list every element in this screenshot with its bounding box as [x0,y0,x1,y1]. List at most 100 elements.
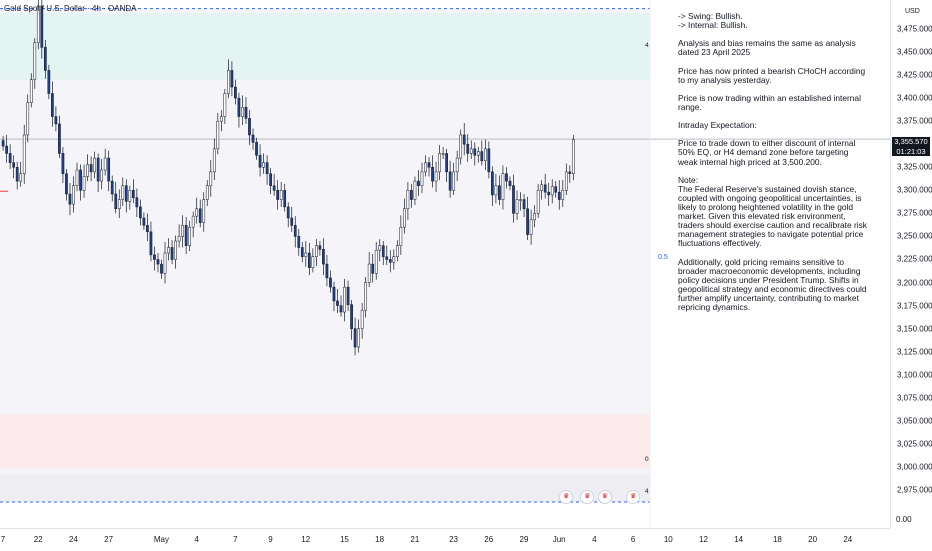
price-tick-label: 3,425.000 [897,70,932,80]
candle-bullish [93,157,96,173]
candle-bullish [167,247,170,254]
price-chart[interactable] [0,0,890,528]
candle-bullish [227,70,230,94]
candle-bullish [188,226,192,246]
chart-area[interactable]: Gold Spot / U.S. Dollar · 4h · OANDA -> … [0,0,890,528]
candle-bullish [262,162,265,168]
lower-zone-label: 4 [645,488,649,495]
time-tick-label: 6 [630,535,636,544]
candle-bullish [100,169,104,182]
candle-bullish [536,190,540,214]
candle-bullish [163,252,167,274]
candle-bearish [139,206,142,219]
price-tick-label: 3,400.000 [897,93,932,103]
analysis-paragraph: Price has now printed a bearish CHoCH ac… [678,65,866,85]
candle-bearish [1,140,5,147]
price-tick-label: 3,225.000 [897,254,932,264]
candle-bearish [445,153,448,173]
candle-bearish [568,171,572,174]
candle-bullish [223,93,227,117]
economic-event-icon[interactable]: ♛ [597,490,612,504]
time-tick-label: 7 [233,535,238,544]
candle-bearish [234,86,237,99]
economic-event-icon[interactable]: ♛ [559,490,574,504]
candle-bullish [469,148,473,154]
candle-bearish [505,173,508,182]
candle-bearish [272,185,276,191]
candle-bullish [529,219,533,235]
candle-bearish [142,217,146,226]
candle-bearish [40,5,44,48]
candle-bearish [557,191,561,200]
candle-bearish [388,259,392,263]
candle-bullish [29,79,33,103]
time-tick-label: 7 [0,535,6,544]
candle-bullish [438,153,441,173]
candle-bearish [491,171,494,196]
candle-bearish [251,134,255,143]
corner-readout: 0.00 [896,515,912,524]
price-axis[interactable]: USD 3,475.000 3,450.000 3,425.000 3,400.000… [890,0,932,528]
candle-bullish [374,250,378,274]
price-tick-label: 3,275.000 [897,208,932,218]
candle-bearish [8,153,12,163]
time-axis[interactable]: 7 22 24 27 May 4 7 9 12 15 18 21 23 26 29 Jun 4 6 10 12 14 18… [0,528,890,551]
price-tick-label: 3,075.000 [897,393,932,403]
candle-bearish [124,185,128,202]
candle-bearish [371,263,375,274]
candle-bearish [146,225,149,233]
time-tick-label: 15 [339,535,349,544]
candle-bullish [403,208,406,228]
candle-bearish [156,259,160,265]
economic-event-icon[interactable]: ♛ [626,490,641,504]
candle-bearish [230,70,234,88]
candle-bullish [452,171,456,191]
demand-zone-label: 0 [645,456,649,463]
candle-bearish [68,193,72,205]
candle-bearish [153,254,156,260]
candle-bullish [343,286,346,313]
price-tick-label: 2,975.000 [897,485,932,495]
candle-bearish [381,245,385,257]
candle-bearish [322,249,325,265]
candle-bearish [15,167,19,182]
analysis-paragraph: -> Swing: Bullish. -> Internal: Bullish. [678,11,748,31]
analysis-paragraph: Analysis and bias remains the same as an… [678,38,856,58]
candle-bullish [117,199,121,210]
candle-bullish [550,186,554,196]
candle-bullish [424,162,427,173]
candle-bullish [216,120,220,150]
analysis-paragraph: Price is now trading within an establish… [678,92,861,112]
candle-bullish [399,226,403,246]
candle-bullish [533,213,536,221]
candle-bullish [202,199,206,223]
candle-bearish [96,157,100,182]
time-tick-label: 14 [734,535,744,544]
candle-bullish [19,173,23,182]
candle-bearish [473,148,477,156]
candle-bearish [448,171,452,191]
time-tick-label: 24 [843,535,853,544]
last-price-value: 3,355.570 [894,137,928,146]
time-tick-label: 24 [68,535,78,544]
price-tick-label: 3,200.000 [897,278,932,288]
candle-bearish [198,208,202,223]
candle-bearish [269,173,272,186]
time-tick-label: May [153,535,169,544]
candle-bullish [191,215,195,228]
candle-bearish [318,245,322,250]
time-tick-label: 29 [519,535,529,544]
currency-label[interactable]: USD [905,8,920,15]
candle-bearish [258,155,262,168]
economic-event-icon[interactable]: ♛ [580,490,595,504]
candle-bullish [434,171,438,182]
candle-bullish [364,282,368,311]
candle-bearish [12,162,16,168]
price-tick-label: 3,125.000 [897,347,932,357]
candle-bearish [51,93,54,117]
candle-bearish [508,180,512,186]
candle-bullish [441,153,445,155]
candle-bullish [360,309,364,329]
candle-bearish [329,277,332,288]
candle-bearish [110,180,114,195]
